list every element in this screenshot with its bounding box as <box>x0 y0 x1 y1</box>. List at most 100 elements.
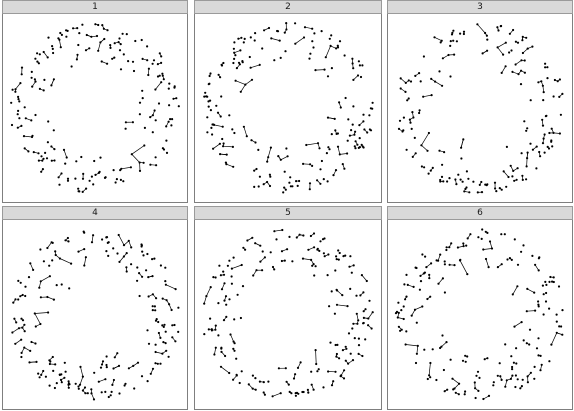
network-node <box>334 370 337 373</box>
network-node <box>511 175 514 178</box>
network-node <box>84 256 87 259</box>
network-node <box>115 178 118 181</box>
network-node <box>21 319 25 322</box>
network-node <box>466 237 469 240</box>
network-node <box>16 126 19 129</box>
network-node <box>20 66 24 69</box>
network-node <box>244 83 247 86</box>
network-node <box>16 113 19 116</box>
network-node <box>469 233 472 236</box>
network-node <box>42 50 45 54</box>
network-node <box>55 284 58 287</box>
network-edge <box>250 64 260 69</box>
network-node <box>492 384 495 387</box>
network-node <box>316 370 319 373</box>
network-node <box>505 145 508 148</box>
network-node <box>247 383 250 386</box>
network-node <box>161 352 164 355</box>
network-node <box>551 145 554 148</box>
network-node <box>418 72 421 75</box>
network-node <box>142 161 145 164</box>
network-node <box>516 167 519 170</box>
network-node <box>513 179 516 182</box>
network-node <box>140 38 143 42</box>
facet-strip-label: 4 <box>2 206 188 220</box>
network-node <box>484 31 487 35</box>
network-node <box>349 287 352 290</box>
network-node <box>53 386 57 390</box>
network-node <box>353 145 356 148</box>
network-node <box>534 309 537 312</box>
network-node <box>165 299 168 302</box>
network-edge <box>295 37 305 44</box>
network-edge <box>421 132 430 146</box>
network-node <box>109 394 112 397</box>
network-node <box>288 390 291 393</box>
network-node <box>328 305 331 308</box>
network-node <box>294 373 297 376</box>
network-edge <box>206 286 212 297</box>
network-node <box>157 320 160 324</box>
network-node <box>285 147 288 150</box>
network-node <box>64 239 67 242</box>
network-node <box>404 90 407 93</box>
network-node <box>503 233 506 236</box>
network-node <box>423 271 426 274</box>
network-node <box>508 32 511 35</box>
network-node <box>147 276 150 279</box>
network-node <box>11 88 14 91</box>
network-node <box>97 49 100 52</box>
network-node <box>546 145 549 148</box>
network-node <box>404 298 407 301</box>
network-node <box>119 43 122 46</box>
network-node <box>101 360 105 363</box>
network-node <box>140 245 143 248</box>
network-node <box>334 343 337 347</box>
network-node <box>520 385 523 388</box>
network-node <box>136 361 140 364</box>
network-edge <box>80 366 84 377</box>
network-node <box>228 298 231 301</box>
network-node <box>58 373 62 376</box>
network-node <box>127 367 130 370</box>
network-node <box>213 353 216 356</box>
network-node <box>109 44 112 47</box>
network-node <box>97 23 100 27</box>
network-node <box>399 329 402 332</box>
network-node <box>317 368 320 371</box>
network-node <box>279 56 282 60</box>
network-node <box>335 258 338 261</box>
network-node <box>406 99 409 102</box>
network-node <box>167 120 170 123</box>
network-node <box>38 286 41 289</box>
network-node <box>362 310 365 313</box>
network-node <box>158 52 161 55</box>
network-node <box>544 280 547 283</box>
network-node <box>334 269 337 272</box>
network-node <box>546 66 549 69</box>
network-node <box>534 263 537 266</box>
network-node <box>371 107 374 110</box>
network-node <box>211 133 214 136</box>
network-edge <box>128 240 132 248</box>
network-node <box>113 356 116 359</box>
network-node <box>97 380 100 383</box>
network-node <box>210 329 213 332</box>
network-node <box>433 36 436 39</box>
network-node <box>449 44 452 47</box>
network-node <box>111 383 114 386</box>
network-node <box>454 178 457 181</box>
network-node <box>460 157 463 160</box>
network-node <box>352 67 355 70</box>
network-node <box>122 244 126 247</box>
network-node <box>322 386 325 389</box>
network-node <box>84 49 88 52</box>
network-node <box>42 369 45 373</box>
network-node <box>214 346 217 349</box>
network-node <box>78 32 81 35</box>
network-node <box>236 293 239 296</box>
network-node <box>253 169 256 172</box>
network-node <box>356 74 360 77</box>
network-node <box>281 228 284 232</box>
network-node <box>165 349 168 352</box>
